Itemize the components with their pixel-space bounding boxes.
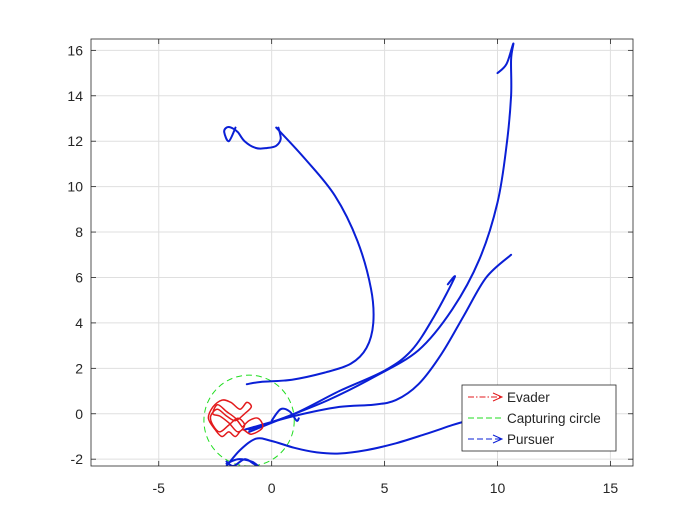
y-tick-label: 10 (67, 179, 83, 195)
y-tick-label: 16 (67, 42, 83, 58)
legend: Evader Capturing circle Pursuer (461, 384, 617, 452)
pursuer-trajectory (225, 419, 470, 466)
y-tick-label: 2 (75, 360, 83, 376)
tick-layer: -5 0 5 10 15 -2 0 2 4 6 8 10 12 14 16 (67, 39, 633, 496)
series-layer (203, 42, 515, 466)
legend-label: Pursuer (507, 432, 555, 447)
pursuer-trajectory (248, 42, 515, 433)
pursuer-trajectory (243, 253, 513, 431)
x-tick-label: 5 (381, 480, 389, 496)
legend-label: Capturing circle (507, 411, 601, 426)
evader-trajectory (207, 399, 264, 438)
legend-arrow-marker (492, 392, 504, 402)
x-tick-label: 0 (268, 480, 276, 496)
legend-arrow-marker (492, 434, 504, 444)
x-tick-label: 10 (490, 480, 506, 496)
x-tick-label: -5 (153, 480, 166, 496)
y-tick-label: 14 (67, 88, 83, 104)
y-tick-label: 12 (67, 133, 83, 149)
pursuer-trajectory (223, 126, 282, 150)
x-tick-label: 15 (603, 480, 619, 496)
pursuer-trajectory (245, 126, 375, 386)
y-tick-label: 6 (75, 269, 83, 285)
pursuer-trajectory (248, 275, 457, 431)
y-tick-label: -2 (71, 451, 84, 467)
legend-label: Evader (507, 390, 550, 405)
y-tick-label: 4 (75, 315, 83, 331)
y-tick-label: 8 (75, 224, 83, 240)
series-clip-group (203, 42, 515, 466)
y-tick-label: 0 (75, 406, 83, 422)
plot-frame (90, 38, 634, 467)
pursuer-trajectory (270, 407, 300, 422)
grid (91, 39, 633, 466)
